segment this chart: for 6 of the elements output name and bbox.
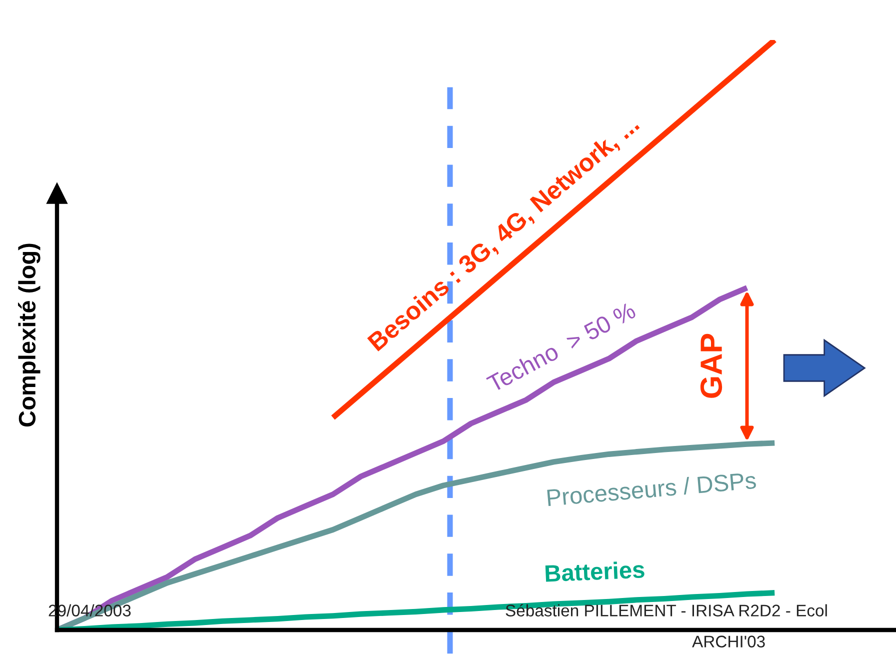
annotation: GAP: [700, 334, 722, 398]
series-label: Batteries: [545, 560, 645, 582]
annotation: Sébastien PILLEMENT - IRISA R2D2 - Ecol: [506, 604, 827, 616]
y-axis-title: Complexité (log): [18, 244, 40, 426]
series-label: Processeurs / DSPs: [547, 471, 756, 506]
text: ARCHI'03: [692, 636, 765, 648]
